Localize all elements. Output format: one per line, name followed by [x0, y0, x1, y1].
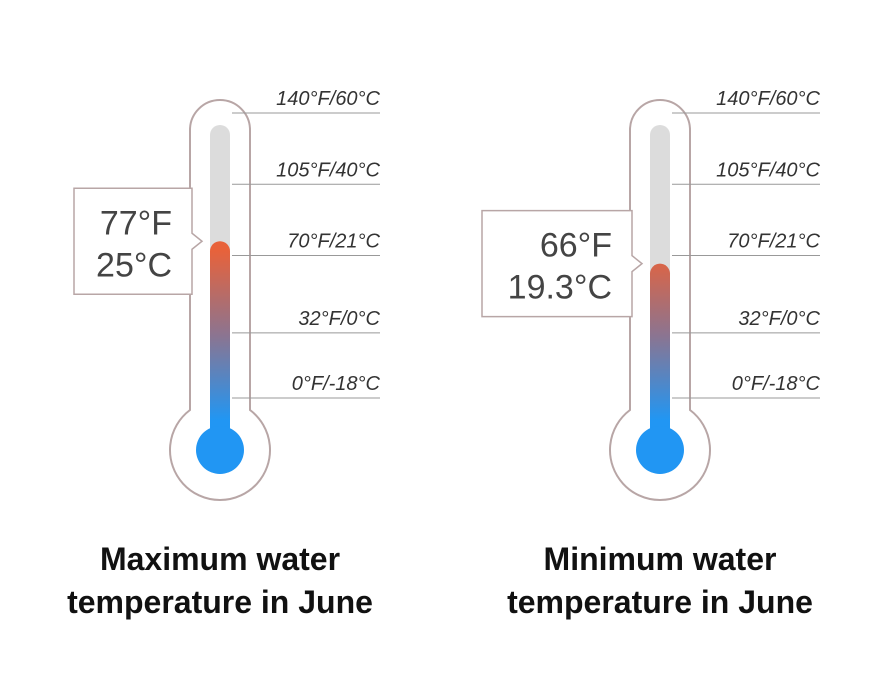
y-tick-label: 105°F/40°C — [276, 159, 380, 181]
y-tick-label: 0°F/-18°C — [292, 373, 381, 395]
value-label-celsius: 19.3°C — [508, 269, 612, 307]
y-tick-label: 32°F/0°C — [738, 308, 820, 330]
value-label-celsius: 25°C — [96, 246, 172, 284]
callout — [73, 187, 204, 295]
y-tick-label: 105°F/40°C — [716, 159, 820, 181]
y-tick-label: 140°F/60°C — [716, 88, 820, 110]
mercury — [210, 241, 230, 450]
bulb — [636, 426, 684, 474]
y-tick-label: 32°F/0°C — [298, 308, 380, 330]
callout — [481, 209, 644, 318]
y-tick-label: 70°F/21°C — [287, 231, 380, 253]
y-tick-label: 0°F/-18°C — [732, 373, 821, 395]
value-label: 77°F — [100, 204, 172, 242]
value-label: 66°F — [540, 227, 612, 265]
chart-title: Minimum water temperature in June — [507, 541, 813, 620]
bulb — [196, 426, 244, 474]
chart-title: Maximum water temperature in June — [67, 541, 373, 620]
mercury — [650, 263, 670, 450]
y-tick-label: 70°F/21°C — [727, 231, 820, 253]
y-tick-label: 140°F/60°C — [276, 88, 380, 110]
